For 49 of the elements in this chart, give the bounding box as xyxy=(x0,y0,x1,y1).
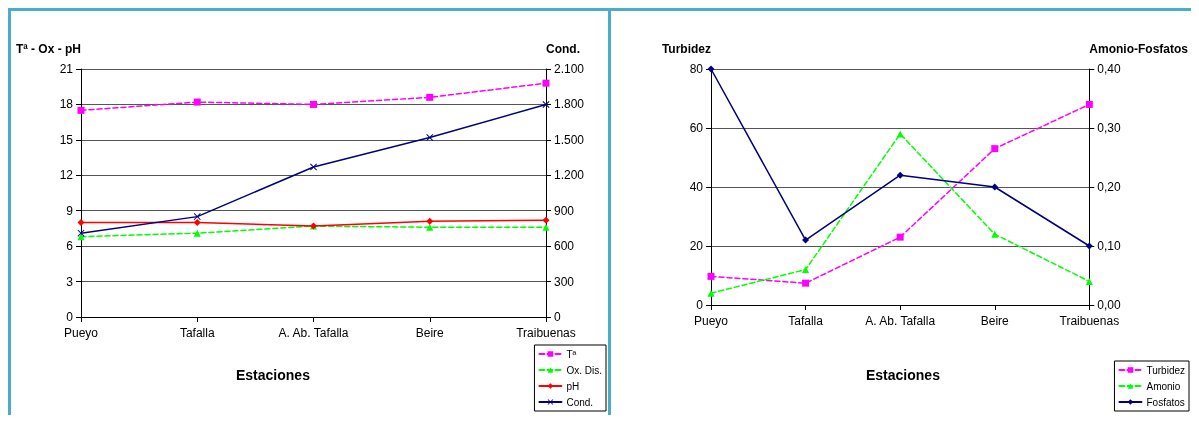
y2-tick-label: 600 xyxy=(554,239,575,254)
y-tick-label: 18 xyxy=(59,97,74,112)
y2-tick-label: 1.500 xyxy=(554,132,585,147)
y-tick-label: 60 xyxy=(689,121,704,135)
y2-tick-label: 0 xyxy=(554,310,561,324)
y2-axis-title: Cond. xyxy=(546,42,580,56)
y2-tick-label: 1.200 xyxy=(554,168,585,183)
x-tick-label: A. Ab. Tafalla xyxy=(865,314,936,328)
y-tick-label: 12 xyxy=(59,168,74,183)
y-tick-label: 21 xyxy=(59,62,74,76)
x-tick-label: Pueyo xyxy=(693,314,729,328)
x-tick-label: Beire xyxy=(415,326,445,340)
y-tick-label: 9 xyxy=(66,203,74,218)
x-tick-label: Tafalla xyxy=(179,326,215,340)
x-axis-title: Estaciones xyxy=(866,367,941,383)
y-tick-label: 80 xyxy=(689,62,704,76)
y2-tick-label: 2.100 xyxy=(554,62,585,76)
x-tick-label: A. Ab. Tafalla xyxy=(278,326,349,340)
y2-tick-label: 0,00 xyxy=(1097,298,1122,312)
y-tick-label: 3 xyxy=(66,274,74,289)
legend-label: Ox. Dis. xyxy=(566,364,603,376)
legend-label: Cond. xyxy=(566,396,594,408)
y-tick-label: 0 xyxy=(696,298,704,312)
legend-label: Tª xyxy=(566,348,577,360)
y-tick-label: 20 xyxy=(689,239,704,253)
x-tick-label: Traibuenas xyxy=(516,326,576,340)
y2-tick-label: 0,10 xyxy=(1097,239,1122,253)
x-axis-title: Estaciones xyxy=(236,367,311,383)
y2-tick-label: 0,30 xyxy=(1097,121,1122,135)
legend-label: Fosfatos xyxy=(1146,396,1185,408)
x-tick-label: Tafalla xyxy=(788,314,824,328)
y-axis-title: Turbidez xyxy=(661,42,711,56)
y-tick-label: 40 xyxy=(689,180,704,194)
legend-label: Turbidez xyxy=(1146,364,1186,376)
y-tick-label: 6 xyxy=(66,239,74,254)
y-axis-title: Tª - Ox - pH xyxy=(15,42,81,56)
y-tick-label: 0 xyxy=(66,310,74,324)
y2-tick-label: 300 xyxy=(554,274,575,289)
y2-axis-title: Amonio-Fosfatos xyxy=(1089,42,1189,56)
y2-tick-label: 0,20 xyxy=(1097,180,1122,194)
legend-label: Amonio xyxy=(1146,380,1181,392)
x-tick-label: Beire xyxy=(980,314,1010,328)
y2-tick-label: 0,40 xyxy=(1097,62,1122,76)
x-tick-label: Pueyo xyxy=(63,326,99,340)
y-tick-label: 15 xyxy=(59,132,74,147)
legend-label: pH xyxy=(566,380,580,392)
y2-tick-label: 900 xyxy=(554,203,575,218)
x-tick-label: Traibuenas xyxy=(1059,314,1120,328)
y2-tick-label: 1.800 xyxy=(554,97,585,112)
